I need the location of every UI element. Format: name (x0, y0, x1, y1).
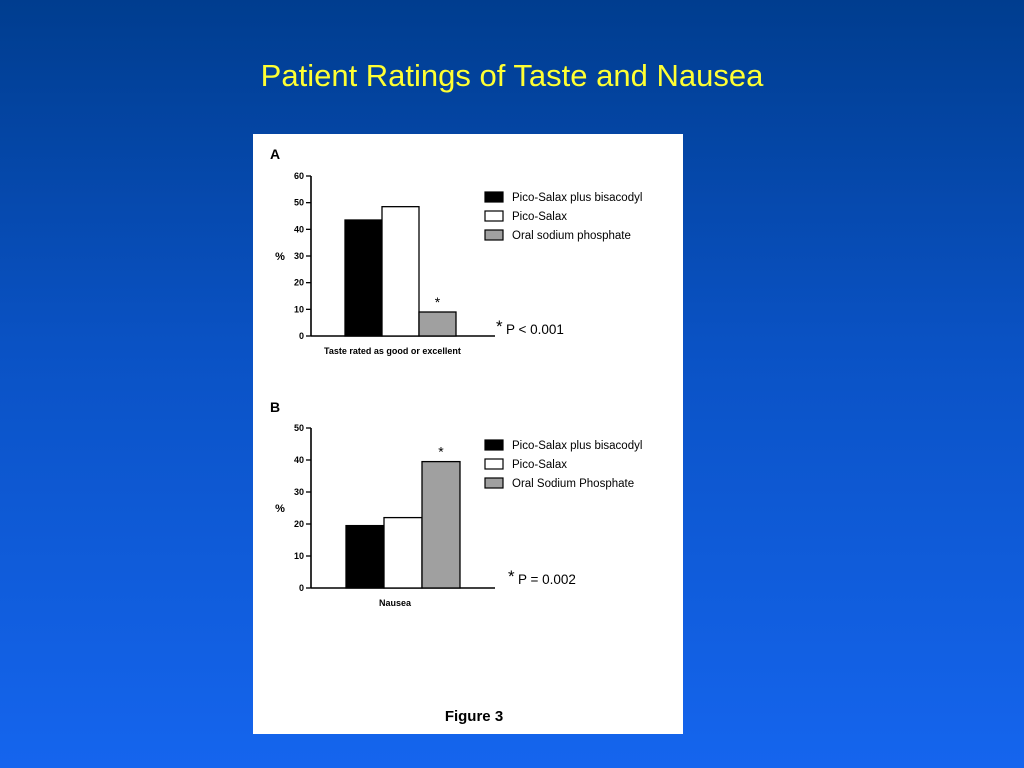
y-tick-label: 20 (294, 519, 304, 529)
panel-label: B (270, 399, 280, 415)
y-axis-label: % (275, 251, 285, 263)
x-axis-label: Nausea (379, 598, 412, 608)
x-axis-label: Taste rated as good or excellent (324, 346, 461, 356)
y-tick-label: 0 (299, 331, 304, 341)
figure-caption: Figure 3 (445, 708, 503, 725)
bar (345, 524, 385, 589)
bar (383, 516, 423, 589)
y-tick-label: 30 (294, 251, 304, 261)
y-tick-label: 50 (294, 423, 304, 433)
y-tick-label: 10 (294, 551, 304, 561)
chart-nausea: B 0 10 20 30 40 50% * Nausea Pico-Salax plus bisa… (270, 399, 642, 608)
legend-entry: Oral sodium phosphate (512, 230, 631, 242)
y-tick-label: 40 (294, 455, 304, 465)
significance-marker: * (435, 294, 441, 310)
legend-entry: Oral Sodium Phosphate (512, 478, 634, 490)
y-tick-label: 20 (294, 278, 304, 288)
slide-title: Patient Ratings of Taste and Nausea (260, 58, 764, 93)
y-tick-label: 10 (294, 304, 304, 314)
legend-entry: Pico-Salax plus bisacodyl (512, 192, 642, 204)
significance-marker: * (438, 444, 444, 460)
panel-label: A (270, 146, 280, 162)
y-tick-label: 0 (299, 583, 304, 593)
legend-entry: Pico-Salax plus bisacodyl (512, 440, 642, 452)
legend-swatch (484, 458, 504, 470)
figure-svg: A 0 10 20 30 40 50 60% * Taste rated as good or e… (270, 146, 642, 725)
y-tick-label: 30 (294, 487, 304, 497)
p-value-star: * (508, 567, 515, 586)
y-tick-label: 60 (294, 171, 304, 181)
legend-swatch (484, 229, 504, 241)
bar (344, 219, 383, 337)
bar (418, 311, 457, 337)
legend-swatch (484, 439, 504, 451)
legend-entry: Pico-Salax (512, 459, 567, 471)
y-tick-label: 50 (294, 198, 304, 208)
legend-swatch (484, 191, 504, 203)
p-value-star: * (496, 317, 503, 336)
legend-swatch (484, 477, 504, 489)
p-value-note: P = 0.002 (518, 572, 576, 587)
chart-taste: A 0 10 20 30 40 50 60% * Taste rated as good or e… (270, 146, 642, 356)
bar (381, 206, 420, 337)
p-value-note: P < 0.001 (506, 322, 564, 337)
y-tick-label: 40 (294, 224, 304, 234)
bar (421, 460, 461, 589)
legend-swatch (484, 210, 504, 222)
legend-entry: Pico-Salax (512, 211, 567, 223)
figure-panel: A 0 10 20 30 40 50 60% * Taste rated as good or e… (253, 134, 683, 734)
y-axis-label: % (275, 503, 285, 515)
